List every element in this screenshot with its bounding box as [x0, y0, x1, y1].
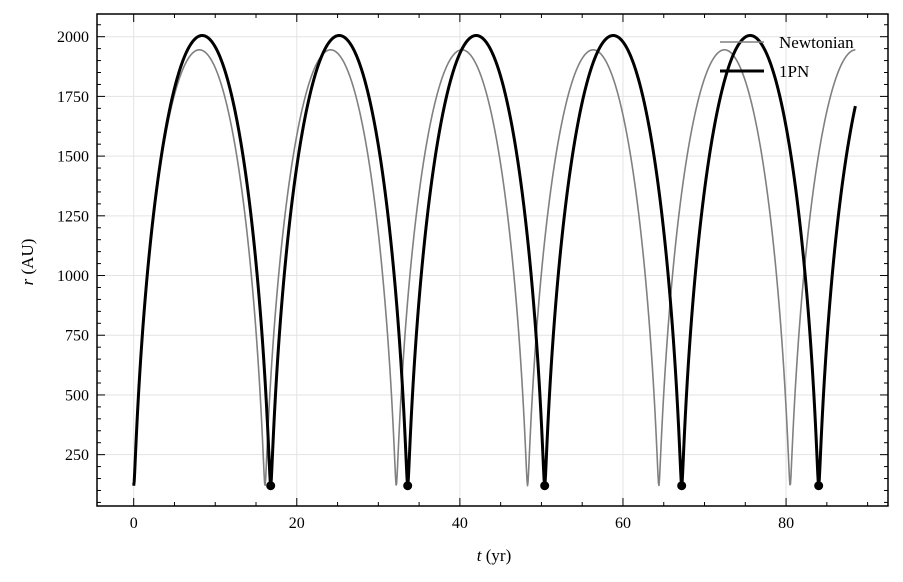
y-tick-label: 500: [65, 387, 89, 404]
x-axis-unit: (yr): [486, 546, 511, 565]
y-axis-label: r (AU): [18, 239, 37, 286]
periapsis-marker: [266, 481, 276, 491]
x-tick-label: 80: [778, 515, 794, 532]
periapsis-marker: [540, 481, 550, 491]
x-axis-label: t (yr): [477, 546, 511, 565]
series-line-1pn: [132, 34, 857, 488]
x-axis-var: t: [477, 546, 483, 565]
series-markers: [266, 481, 824, 491]
y-tick-label: 1250: [57, 208, 89, 225]
y-tick-label: 750: [65, 328, 89, 345]
y-axis-unit: (AU): [18, 239, 37, 275]
x-tick-label: 60: [615, 515, 631, 532]
periapsis-marker: [403, 481, 413, 491]
y-tick-label: 1750: [57, 89, 89, 106]
y-tick-label: 1000: [57, 268, 89, 285]
periapsis-marker: [677, 481, 687, 491]
y-tick-label: 2000: [57, 29, 89, 46]
x-tick-label: 20: [289, 515, 305, 532]
y-tick-label: 250: [65, 447, 89, 464]
series-line-newtonian: [132, 49, 856, 487]
legend: Newtonian 1PN: [720, 33, 854, 81]
tick-labels: 0 20 40 60 80 250 500 750 1000 1250 1500 1750 2000: [57, 29, 794, 532]
axis-ticks: [97, 14, 888, 506]
legend-label-newtonian: Newtonian: [779, 33, 854, 52]
y-tick-label: 1500: [57, 149, 89, 166]
plot-frame: [96, 13, 889, 507]
legend-label-1pn: 1PN: [779, 62, 809, 81]
x-tick-label: 0: [130, 515, 138, 532]
series-lines: [132, 34, 857, 488]
periapsis-marker: [814, 481, 824, 491]
y-axis-var: r: [18, 278, 37, 285]
x-tick-label: 40: [452, 515, 468, 532]
